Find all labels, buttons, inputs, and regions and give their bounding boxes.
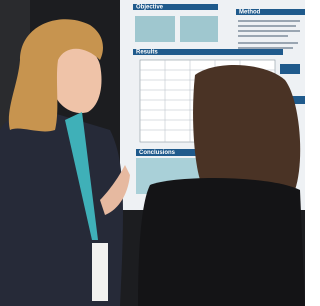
- right-person-jacket: [138, 178, 305, 306]
- legend-box: [280, 64, 300, 74]
- section-title: Conclusions: [139, 150, 176, 156]
- name-badge: [92, 243, 108, 301]
- section-title: Objective: [136, 5, 164, 11]
- photo: Objective Method Results Conclusions: [0, 0, 305, 306]
- objective-box: [135, 16, 175, 42]
- section-title: Results: [136, 50, 158, 56]
- objective-box: [180, 16, 218, 42]
- right-person-hair: [193, 65, 300, 190]
- section-title: Method: [239, 10, 261, 16]
